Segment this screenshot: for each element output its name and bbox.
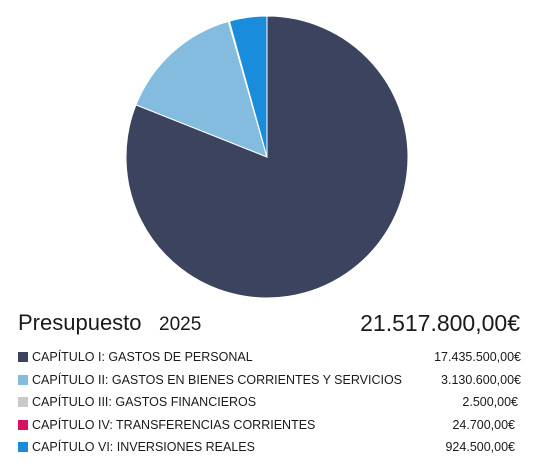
legend-item-chapter-4: CAPÍTULO IV: TRANSFERENCIAS CORRIENTES 2… [18, 417, 523, 440]
legend-value: 924.500,00€ [445, 440, 515, 454]
pie-chart-svg [125, 15, 409, 299]
legend-label: CAPÍTULO II: GASTOS EN BIENES CORRIENTES… [32, 372, 403, 387]
pie-slice-2 [135, 20, 268, 158]
legend-value: 17.435.500,00€ [434, 350, 521, 364]
budget-total-amount: 21.517.800,00€ [360, 310, 520, 336]
legend: CAPÍTULO I: GASTOS DE PERSONAL 17.435.50… [18, 349, 523, 462]
pie-chart [125, 15, 409, 299]
legend-swatch [18, 397, 28, 407]
budget-total: Presupuesto 2025 21.517.800,00€ [18, 308, 522, 342]
legend-value: 2.500,00€ [462, 395, 518, 409]
legend-item-chapter-3: CAPÍTULO III: GASTOS FINANCIEROS 2.500,0… [18, 394, 523, 417]
legend-label: CAPÍTULO VI: INVERSIONES REALES [32, 440, 255, 454]
legend-value: 3.130.600,00€ [441, 372, 521, 387]
legend-label: CAPÍTULO I: GASTOS DE PERSONAL [32, 350, 253, 364]
legend-swatch [18, 374, 28, 385]
legend-item-chapter-1: CAPÍTULO I: GASTOS DE PERSONAL 17.435.50… [18, 349, 523, 372]
legend-label: CAPÍTULO III: GASTOS FINANCIEROS [32, 395, 257, 409]
legend-swatch [18, 419, 28, 430]
legend-item-chapter-2: CAPÍTULO II: GASTOS EN BIENES CORRIENTES… [18, 372, 523, 395]
pie-slice-5 [228, 15, 268, 158]
legend-value: 24.700,00€ [452, 417, 515, 432]
legend-label: CAPÍTULO IV: TRANSFERENCIAS CORRIENTES [32, 417, 316, 432]
legend-item-chapter-6: CAPÍTULO VI: INVERSIONES REALES 924.500,… [18, 439, 523, 462]
budget-year: 2025 [159, 314, 202, 335]
legend-swatch [18, 442, 28, 452]
legend-swatch [18, 352, 28, 362]
budget-title: Presupuesto [18, 310, 142, 335]
